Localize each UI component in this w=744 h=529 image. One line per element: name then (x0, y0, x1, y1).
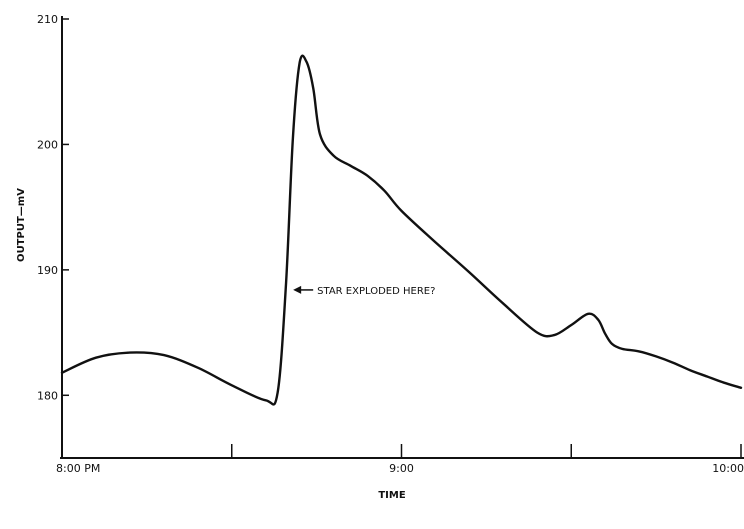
y-axis-title: OUTPUT—mV (16, 188, 27, 262)
x-tick-label: 10:00 (712, 462, 744, 475)
x-axis-title: TIME (378, 490, 405, 501)
y-ticks: 210 200 190 180 (37, 13, 69, 402)
x-ticks: 8:00 PM 9:00 10:00 (56, 444, 744, 475)
series-line (60, 54, 743, 406)
y-tick-label: 210 (37, 13, 58, 26)
y-tick-label: 200 (37, 138, 58, 151)
annotation-arrowhead (293, 285, 302, 294)
x-tick-label: 9:00 (389, 462, 414, 475)
x-tick-label: 8:00 PM (56, 462, 100, 475)
axes (60, 16, 744, 459)
series-group (60, 54, 743, 406)
annotations: STAR EXPLODED HERE? (293, 285, 435, 297)
annotation-label: STAR EXPLODED HERE? (317, 286, 435, 297)
y-tick-label: 180 (37, 389, 58, 402)
y-tick-label: 190 (37, 264, 58, 277)
